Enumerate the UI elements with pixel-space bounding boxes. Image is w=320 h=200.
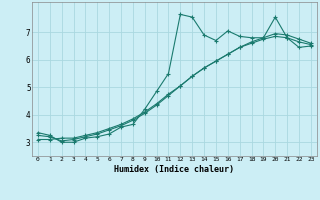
X-axis label: Humidex (Indice chaleur): Humidex (Indice chaleur)	[115, 165, 234, 174]
